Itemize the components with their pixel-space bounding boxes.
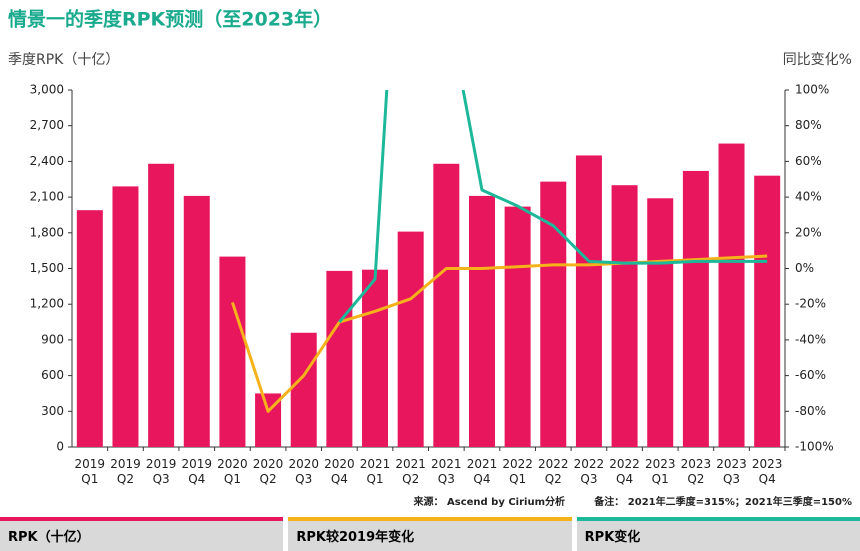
legend-entry: RPK较2019年变化 bbox=[288, 517, 572, 551]
x-tick-label: 2023 Q4 bbox=[751, 457, 783, 486]
x-tick-label: 2020 Q3 bbox=[288, 457, 319, 486]
y2-tick-label: -80% bbox=[795, 404, 826, 418]
bar bbox=[148, 163, 175, 447]
x-tick-label: 2020 Q2 bbox=[252, 457, 284, 486]
bar bbox=[575, 155, 602, 447]
x-tick-label: 2021 Q1 bbox=[359, 457, 391, 486]
y2-tick-label: 60% bbox=[795, 154, 822, 168]
y2-tick-label: -100% bbox=[795, 440, 834, 454]
bar bbox=[433, 163, 460, 447]
bar bbox=[718, 143, 745, 447]
y-tick-label: 1,500 bbox=[30, 261, 64, 275]
bar bbox=[112, 186, 139, 447]
x-tick-label: 2022 Q4 bbox=[609, 457, 640, 486]
bar bbox=[362, 269, 389, 447]
legend-entry: RPK变化 bbox=[576, 517, 860, 551]
source: 来源： Ascend by Cirium分析 bbox=[413, 495, 565, 508]
bar bbox=[397, 231, 424, 447]
note: 备注： 2021年二季度=315%；2021年三季度=150% bbox=[593, 495, 852, 508]
x-tick-label: 2023 Q1 bbox=[644, 457, 676, 486]
y2-tick-label: 100% bbox=[795, 83, 829, 97]
y2-tick-label: 80% bbox=[795, 118, 822, 132]
x-tick-label: 2022 Q2 bbox=[537, 457, 569, 486]
y2-tick-label: -60% bbox=[795, 368, 826, 382]
y2-tick-label: 0% bbox=[795, 261, 814, 275]
x-tick-label: 2019 Q4 bbox=[181, 457, 213, 486]
plot-area bbox=[76, 90, 781, 447]
x-tick-label: 2019 Q2 bbox=[110, 457, 141, 486]
x-tick-label: 2019 Q1 bbox=[74, 457, 106, 486]
y-tick-label: 2,700 bbox=[30, 118, 64, 132]
bar bbox=[76, 210, 103, 447]
bar bbox=[468, 195, 495, 447]
y2-tick-label: 20% bbox=[795, 225, 822, 239]
bar bbox=[754, 175, 781, 447]
bar bbox=[611, 185, 638, 447]
y-tick-label: 600 bbox=[41, 368, 64, 382]
y2-tick-label: -40% bbox=[795, 332, 826, 346]
bar bbox=[290, 332, 317, 447]
x-tick-label: 2019 Q3 bbox=[145, 457, 177, 486]
y-axis-label: 季度RPK（十亿） bbox=[8, 52, 119, 68]
x-tick-label: 2020 Q4 bbox=[324, 457, 355, 486]
y-tick-label: 2,100 bbox=[30, 190, 64, 204]
y-tick-label: 1,800 bbox=[30, 225, 64, 239]
bar bbox=[326, 270, 353, 447]
x-tick-label: 2023 Q2 bbox=[680, 457, 712, 486]
x-tick-label: 2022 Q3 bbox=[573, 457, 605, 486]
legend-entry: RPK（十亿） bbox=[0, 517, 284, 551]
x-tick-label: 2023 Q3 bbox=[716, 457, 747, 486]
x-tick-label: 2021 Q4 bbox=[466, 457, 498, 486]
bar bbox=[183, 195, 210, 447]
line bbox=[338, 90, 768, 324]
line bbox=[230, 254, 768, 413]
chart-title: 情景一的季度RPK预测（至2023年） bbox=[8, 8, 332, 31]
bar bbox=[647, 198, 674, 447]
y-tick-label: 0 bbox=[56, 440, 64, 454]
bar bbox=[504, 206, 531, 447]
y2-axis-label: 同比变化% bbox=[783, 52, 852, 68]
y2-tick-label: 40% bbox=[795, 190, 822, 204]
x-tick-label: 2020 Q1 bbox=[217, 457, 248, 486]
x-tick-label: 2021 Q2 bbox=[395, 457, 426, 486]
y2-tick-label: -20% bbox=[795, 297, 826, 311]
y-tick-label: 1,200 bbox=[30, 297, 64, 311]
y-tick-label: 300 bbox=[41, 404, 64, 418]
x-tick-label: 2022 Q1 bbox=[502, 457, 533, 486]
y-tick-label: 3,000 bbox=[30, 83, 64, 97]
bar bbox=[682, 170, 709, 447]
bar bbox=[219, 256, 246, 447]
y-tick-label: 2,400 bbox=[30, 154, 64, 168]
y-tick-label: 900 bbox=[41, 332, 64, 346]
x-tick-label: 2021 Q3 bbox=[431, 457, 462, 486]
